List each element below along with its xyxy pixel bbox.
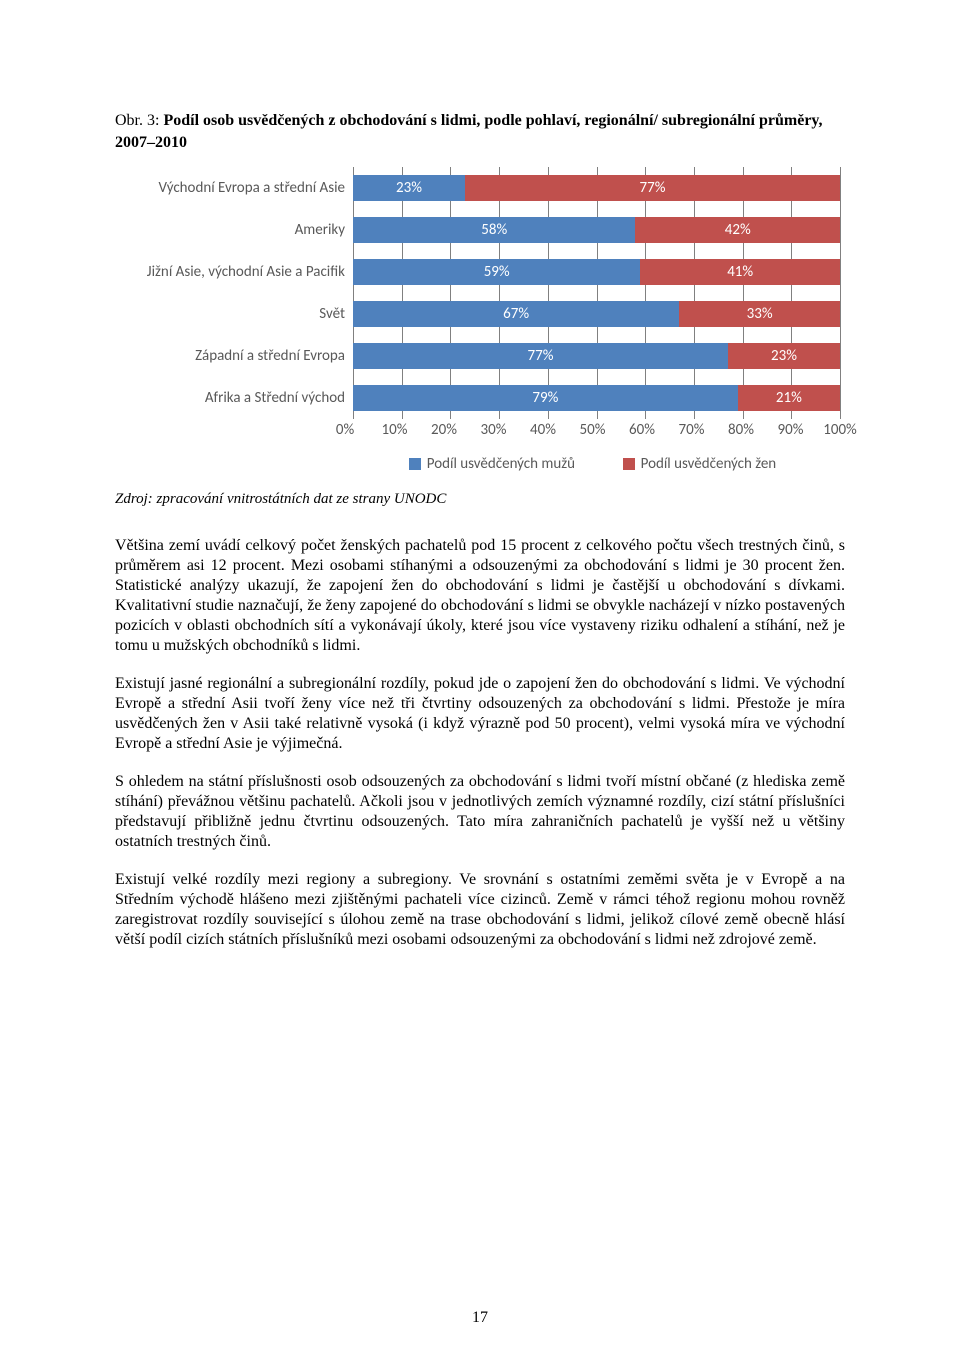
chart-row: Východní Evropa a střední Asie23%77% <box>120 167 840 209</box>
paragraph: Existují jasné regionální a subregionáln… <box>115 674 845 754</box>
x-tick: 20% <box>431 421 457 439</box>
x-tick: 80% <box>728 421 754 439</box>
bar-women: 21% <box>738 385 840 411</box>
bar-women: 23% <box>728 343 840 369</box>
bar-women: 77% <box>465 175 840 201</box>
chart-row: Afrika a Střední východ79%21% <box>120 377 840 419</box>
body-text: Většina zemí uvádí celkový počet ženskýc… <box>115 536 845 950</box>
chart-row: Západní a střední Evropa77%23% <box>120 335 840 377</box>
legend-label: Podíl usvědčených žen <box>641 455 777 473</box>
category-label: Svět <box>120 305 353 323</box>
x-tick: 60% <box>629 421 655 439</box>
x-tick: 0% <box>336 421 354 439</box>
bar-men: 67% <box>353 301 679 327</box>
category-label: Afrika a Střední východ <box>120 389 353 407</box>
legend-label: Podíl usvědčených mužů <box>427 455 575 473</box>
bar-women: 41% <box>640 259 840 285</box>
chart-row: Ameriky58%42% <box>120 209 840 251</box>
bar-men: 77% <box>353 343 728 369</box>
bar-men: 23% <box>353 175 465 201</box>
legend-item: Podíl usvědčených žen <box>623 455 777 473</box>
figure-source: Zdroj: zpracování vnitrostátních dat ze … <box>115 491 845 508</box>
x-tick: 40% <box>530 421 556 439</box>
figure-title-lead: Obr. 3: <box>115 112 163 129</box>
x-tick: 50% <box>580 421 606 439</box>
legend-swatch <box>409 458 421 470</box>
figure-title: Obr. 3: Podíl osob usvědčených z obchodo… <box>115 110 845 153</box>
bar-men: 59% <box>353 259 640 285</box>
category-label: Jižní Asie, východní Asie a Pacifik <box>120 263 353 281</box>
x-axis: 0%10%20%30%40%50%60%70%80%90%100% <box>345 419 840 441</box>
bar-women: 42% <box>635 217 840 243</box>
paragraph: Existují velké rozdíly mezi regiony a su… <box>115 870 845 950</box>
figure-title-bold: Podíl osob usvědčených z obchodování s l… <box>115 112 823 151</box>
category-label: Východní Evropa a střední Asie <box>120 179 353 197</box>
bar-men: 58% <box>353 217 635 243</box>
stacked-bar-chart: Východní Evropa a střední Asie23%77%Amer… <box>120 167 840 485</box>
chart-legend: Podíl usvědčených mužů Podíl usvědčených … <box>345 447 840 485</box>
legend-swatch <box>623 458 635 470</box>
x-tick: 100% <box>823 421 857 439</box>
chart-row: Svět67%33% <box>120 293 840 335</box>
bar-men: 79% <box>353 385 738 411</box>
x-tick: 30% <box>481 421 507 439</box>
legend-item: Podíl usvědčených mužů <box>409 455 575 473</box>
x-tick: 90% <box>778 421 804 439</box>
x-tick: 10% <box>382 421 408 439</box>
chart-row: Jižní Asie, východní Asie a Pacifik59%41… <box>120 251 840 293</box>
x-tick: 70% <box>679 421 705 439</box>
paragraph: S ohledem na státní příslušnosti osob od… <box>115 772 845 852</box>
paragraph: Většina zemí uvádí celkový počet ženskýc… <box>115 536 845 656</box>
category-label: Západní a střední Evropa <box>120 347 353 365</box>
page-number: 17 <box>0 1309 960 1327</box>
bar-women: 33% <box>679 301 840 327</box>
category-label: Ameriky <box>120 221 353 239</box>
